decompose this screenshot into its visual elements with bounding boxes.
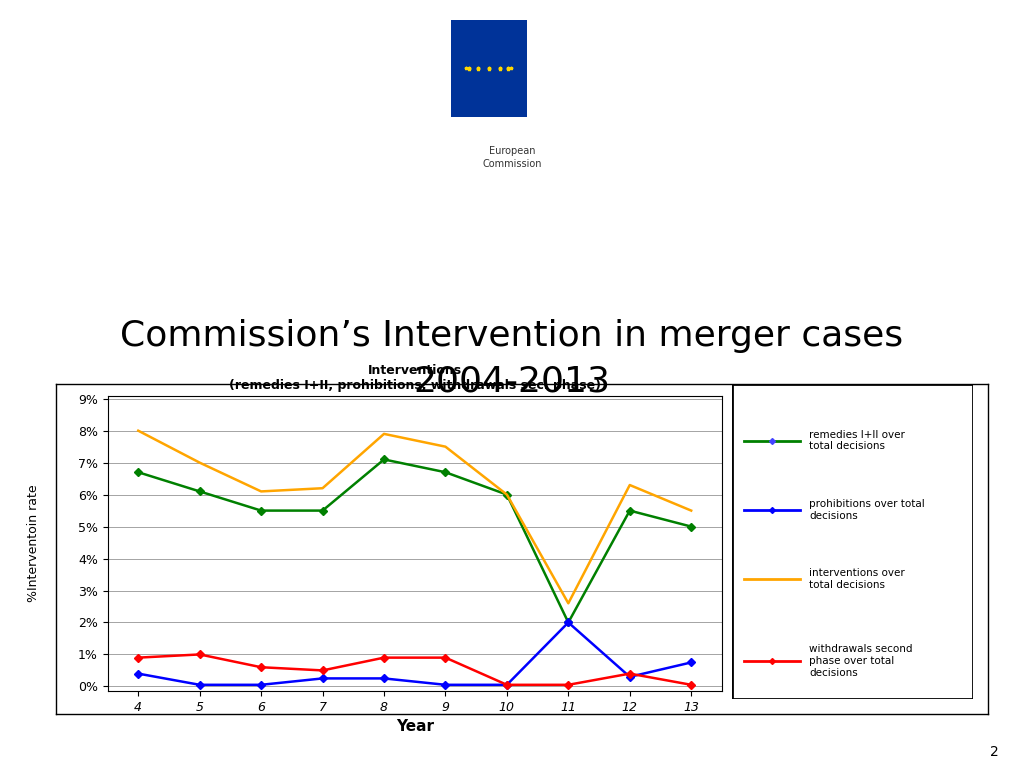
Text: remedies I+II over
total decisions: remedies I+II over total decisions	[809, 430, 905, 452]
FancyBboxPatch shape	[732, 384, 973, 699]
Title: Interventions
(remedies I+II, prohibitions, withdrawals sec. phase): Interventions (remedies I+II, prohibitio…	[228, 363, 601, 392]
Text: European: European	[488, 146, 536, 156]
Text: withdrawals second
phase over total
decisions: withdrawals second phase over total deci…	[809, 644, 912, 677]
Text: Commission: Commission	[482, 159, 542, 169]
Y-axis label: %Interventoin rate: %Interventoin rate	[27, 485, 40, 602]
FancyBboxPatch shape	[451, 20, 527, 117]
Text: interventions over
total decisions: interventions over total decisions	[809, 568, 905, 590]
X-axis label: Year: Year	[395, 720, 434, 734]
Text: prohibitions over total
decisions: prohibitions over total decisions	[809, 499, 925, 521]
Text: 2: 2	[989, 745, 998, 759]
Text: Commission’s Intervention in merger cases: Commission’s Intervention in merger case…	[121, 319, 903, 353]
Text: 2004-2013: 2004-2013	[414, 365, 610, 399]
Text: Competition: Competition	[478, 746, 546, 756]
